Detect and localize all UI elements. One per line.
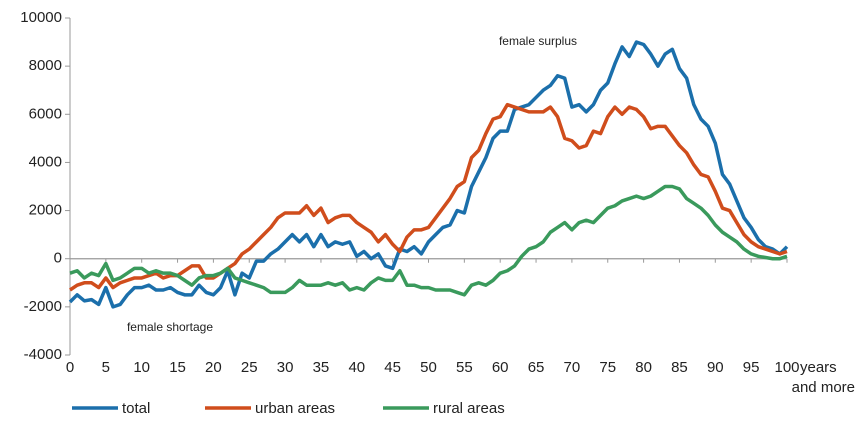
x-axis-label: years [800,359,837,376]
x-tick-label: 35 [313,359,330,376]
x-tick-label: 80 [635,359,652,376]
y-tick-label: 6000 [29,105,62,122]
y-tick-label: 0 [54,250,62,267]
series-line [68,40,789,309]
x-tick-label: 45 [384,359,401,376]
x-tick-label: 0 [66,359,74,376]
x-tick-label: 30 [277,359,294,376]
x-tick-label: 100 [774,359,799,376]
legend-label: total [122,400,150,417]
y-tick-label: 2000 [29,202,62,219]
x-tick-label: 10 [133,359,150,376]
y-tick-label: -4000 [24,346,62,363]
x-tick-label: 90 [707,359,724,376]
y-tick-label: 10000 [20,9,62,26]
x-tick-label: 40 [348,359,365,376]
x-tick-label: 70 [564,359,581,376]
y-tick-label: 8000 [29,57,62,74]
x-tick-label: 15 [169,359,186,376]
x-tick-label: 5 [102,359,110,376]
x-axis-label: and more [792,379,855,396]
series-line [69,102,788,292]
x-tick-label: 25 [241,359,258,376]
x-tick-label: 20 [205,359,222,376]
y-tick-label: 4000 [29,153,62,170]
annotation: female surplus [499,34,577,48]
legend-label: urban areas [255,400,335,417]
x-tick-label: 50 [420,359,437,376]
x-tick-label: 55 [456,359,473,376]
x-tick-label: 75 [599,359,616,376]
legend-label: rural areas [433,400,505,417]
x-tick-label: 65 [528,359,545,376]
x-tick-label: 95 [743,359,760,376]
series-line [69,184,788,297]
y-tick-label: -2000 [24,298,62,315]
x-tick-label: 85 [671,359,688,376]
annotation: female shortage [127,320,213,334]
x-tick-label: 60 [492,359,509,376]
